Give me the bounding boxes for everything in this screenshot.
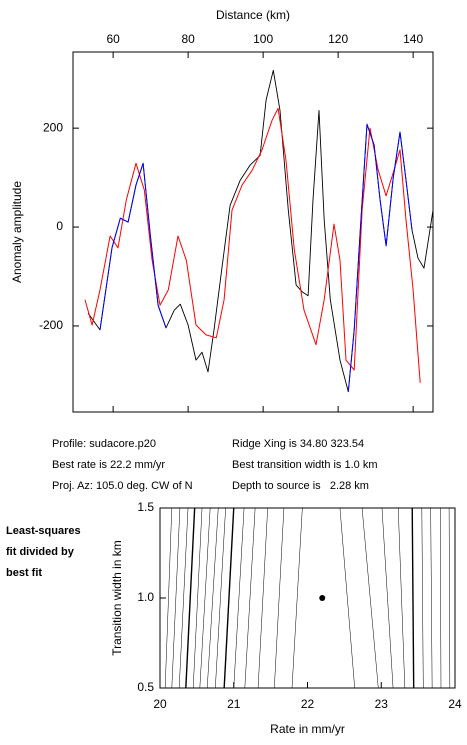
info-text: Ridge Xing is 34.80 323.54 bbox=[232, 438, 364, 450]
contour-line bbox=[274, 507, 285, 689]
y-tick-label: 1.0 bbox=[137, 590, 154, 604]
x-tick-label: 23 bbox=[375, 697, 389, 711]
annotation: fit divided by bbox=[6, 546, 75, 558]
x-tick-label: 60 bbox=[106, 32, 120, 46]
contour-line bbox=[233, 507, 245, 689]
contour-line bbox=[361, 507, 379, 689]
contour-line bbox=[430, 507, 433, 689]
contour-line bbox=[421, 507, 424, 689]
contour-line bbox=[178, 507, 189, 689]
annotation: best fit bbox=[6, 567, 42, 579]
plot-frame bbox=[72, 51, 434, 413]
contour-line bbox=[397, 507, 406, 689]
contour-line bbox=[448, 507, 451, 689]
contour-line bbox=[244, 507, 256, 689]
contour-line bbox=[381, 507, 394, 689]
contour-line bbox=[185, 507, 196, 689]
info-text: Depth to source is 2.28 km bbox=[232, 480, 369, 492]
contour-line bbox=[171, 507, 181, 689]
contour-line bbox=[291, 507, 303, 689]
contour-line bbox=[215, 507, 226, 689]
y-tick-label: -200 bbox=[39, 318, 63, 332]
x-tick-label: 21 bbox=[227, 697, 241, 711]
contour-line bbox=[206, 507, 219, 689]
contour-line bbox=[192, 507, 203, 689]
plot-frame bbox=[159, 507, 456, 689]
contour-line bbox=[440, 507, 442, 689]
contour-line bbox=[199, 507, 211, 689]
info-text: Proj. Az: 105.0 deg. CW of N bbox=[52, 480, 193, 492]
y-tick-label: 0 bbox=[56, 219, 63, 233]
data-line bbox=[87, 69, 434, 393]
info-text: Best transition width is 1.0 km bbox=[232, 459, 378, 471]
contour-line bbox=[411, 507, 415, 689]
info-text: Best rate is 22.2 mm/yr bbox=[52, 459, 165, 471]
contour-line bbox=[339, 507, 355, 689]
y-tick-label: 1.5 bbox=[137, 500, 154, 514]
x-tick-label: 80 bbox=[181, 32, 195, 46]
x-tick-label: 22 bbox=[301, 697, 315, 711]
x-tick-label: 100 bbox=[253, 32, 273, 46]
data-line bbox=[84, 107, 421, 383]
contour-line bbox=[257, 507, 268, 689]
x-tick-label: 24 bbox=[448, 697, 462, 711]
contour-line bbox=[164, 507, 173, 689]
y-tick-label: 0.5 bbox=[137, 680, 154, 694]
y-axis-label: Anomaly amplitude bbox=[10, 181, 24, 283]
y-axis-label: Transition width in km bbox=[110, 540, 124, 656]
annotation: Least-squares bbox=[6, 525, 81, 537]
y-tick-label: 200 bbox=[43, 120, 63, 134]
contour-line bbox=[223, 507, 235, 689]
x-axis-label: Distance (km) bbox=[216, 8, 290, 22]
x-tick-label: 140 bbox=[403, 32, 423, 46]
x-tick-label: 120 bbox=[328, 32, 348, 46]
best-point bbox=[319, 595, 326, 601]
x-axis-label: Rate in mm/yr bbox=[270, 722, 345, 736]
x-tick-label: 20 bbox=[153, 697, 167, 711]
data-line bbox=[99, 123, 413, 392]
info-text: Profile: sudacore.p20 bbox=[52, 438, 156, 450]
